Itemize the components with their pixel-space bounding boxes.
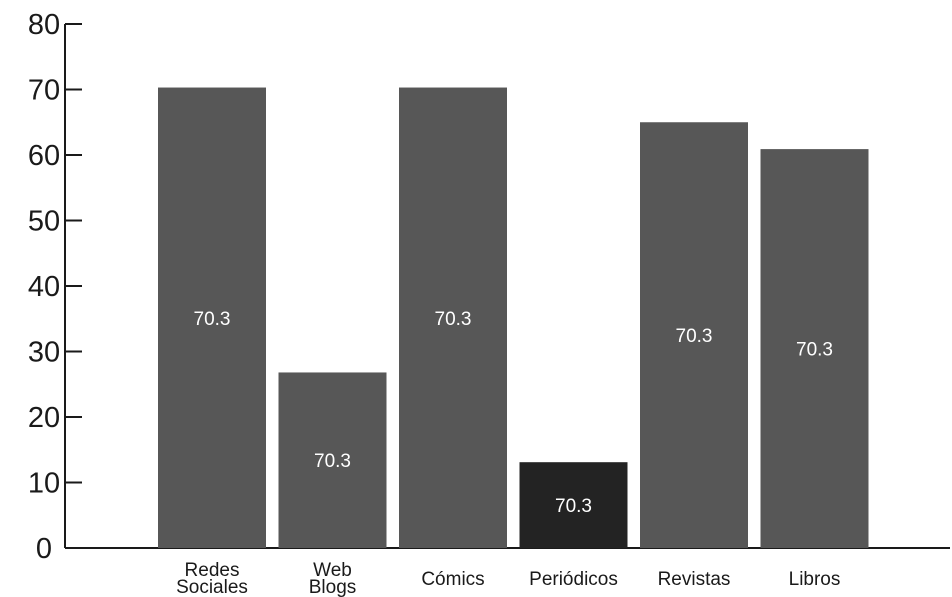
x-tick-label: Redes bbox=[185, 560, 240, 581]
data-label: 70.3 bbox=[194, 309, 231, 330]
x-tick-label: Sociales bbox=[176, 577, 248, 597]
x-tick-label: Blogs bbox=[309, 577, 357, 597]
y-tick-label: 10 bbox=[28, 468, 60, 500]
x-tick-label: Periódicos bbox=[529, 569, 618, 590]
y-tick-label: 30 bbox=[28, 337, 60, 369]
bar bbox=[278, 372, 387, 548]
y-tick-label: 70 bbox=[28, 75, 60, 107]
y-tick-label: 0 bbox=[36, 533, 52, 565]
y-tick-label: 40 bbox=[28, 271, 60, 303]
data-label: 70.3 bbox=[796, 340, 833, 361]
bar bbox=[158, 87, 266, 548]
bar bbox=[640, 122, 748, 548]
data-label: 70.3 bbox=[676, 326, 713, 347]
bar bbox=[399, 87, 507, 548]
y-tick-label: 60 bbox=[28, 140, 60, 172]
data-label: 70.3 bbox=[435, 309, 472, 330]
data-label: 70.3 bbox=[314, 451, 351, 472]
x-tick-label: Cómics bbox=[421, 569, 484, 590]
data-label: 70.3 bbox=[555, 496, 592, 517]
y-tick-label: 20 bbox=[28, 402, 60, 434]
x-tick-label: Web bbox=[313, 560, 352, 581]
x-tick-label: Libros bbox=[789, 569, 841, 590]
y-tick-label: 80 bbox=[28, 9, 60, 41]
x-tick-label: Revistas bbox=[658, 569, 731, 590]
y-tick-label: 50 bbox=[28, 206, 60, 238]
bars bbox=[158, 87, 869, 549]
bar bbox=[519, 462, 628, 548]
bar bbox=[760, 149, 869, 549]
